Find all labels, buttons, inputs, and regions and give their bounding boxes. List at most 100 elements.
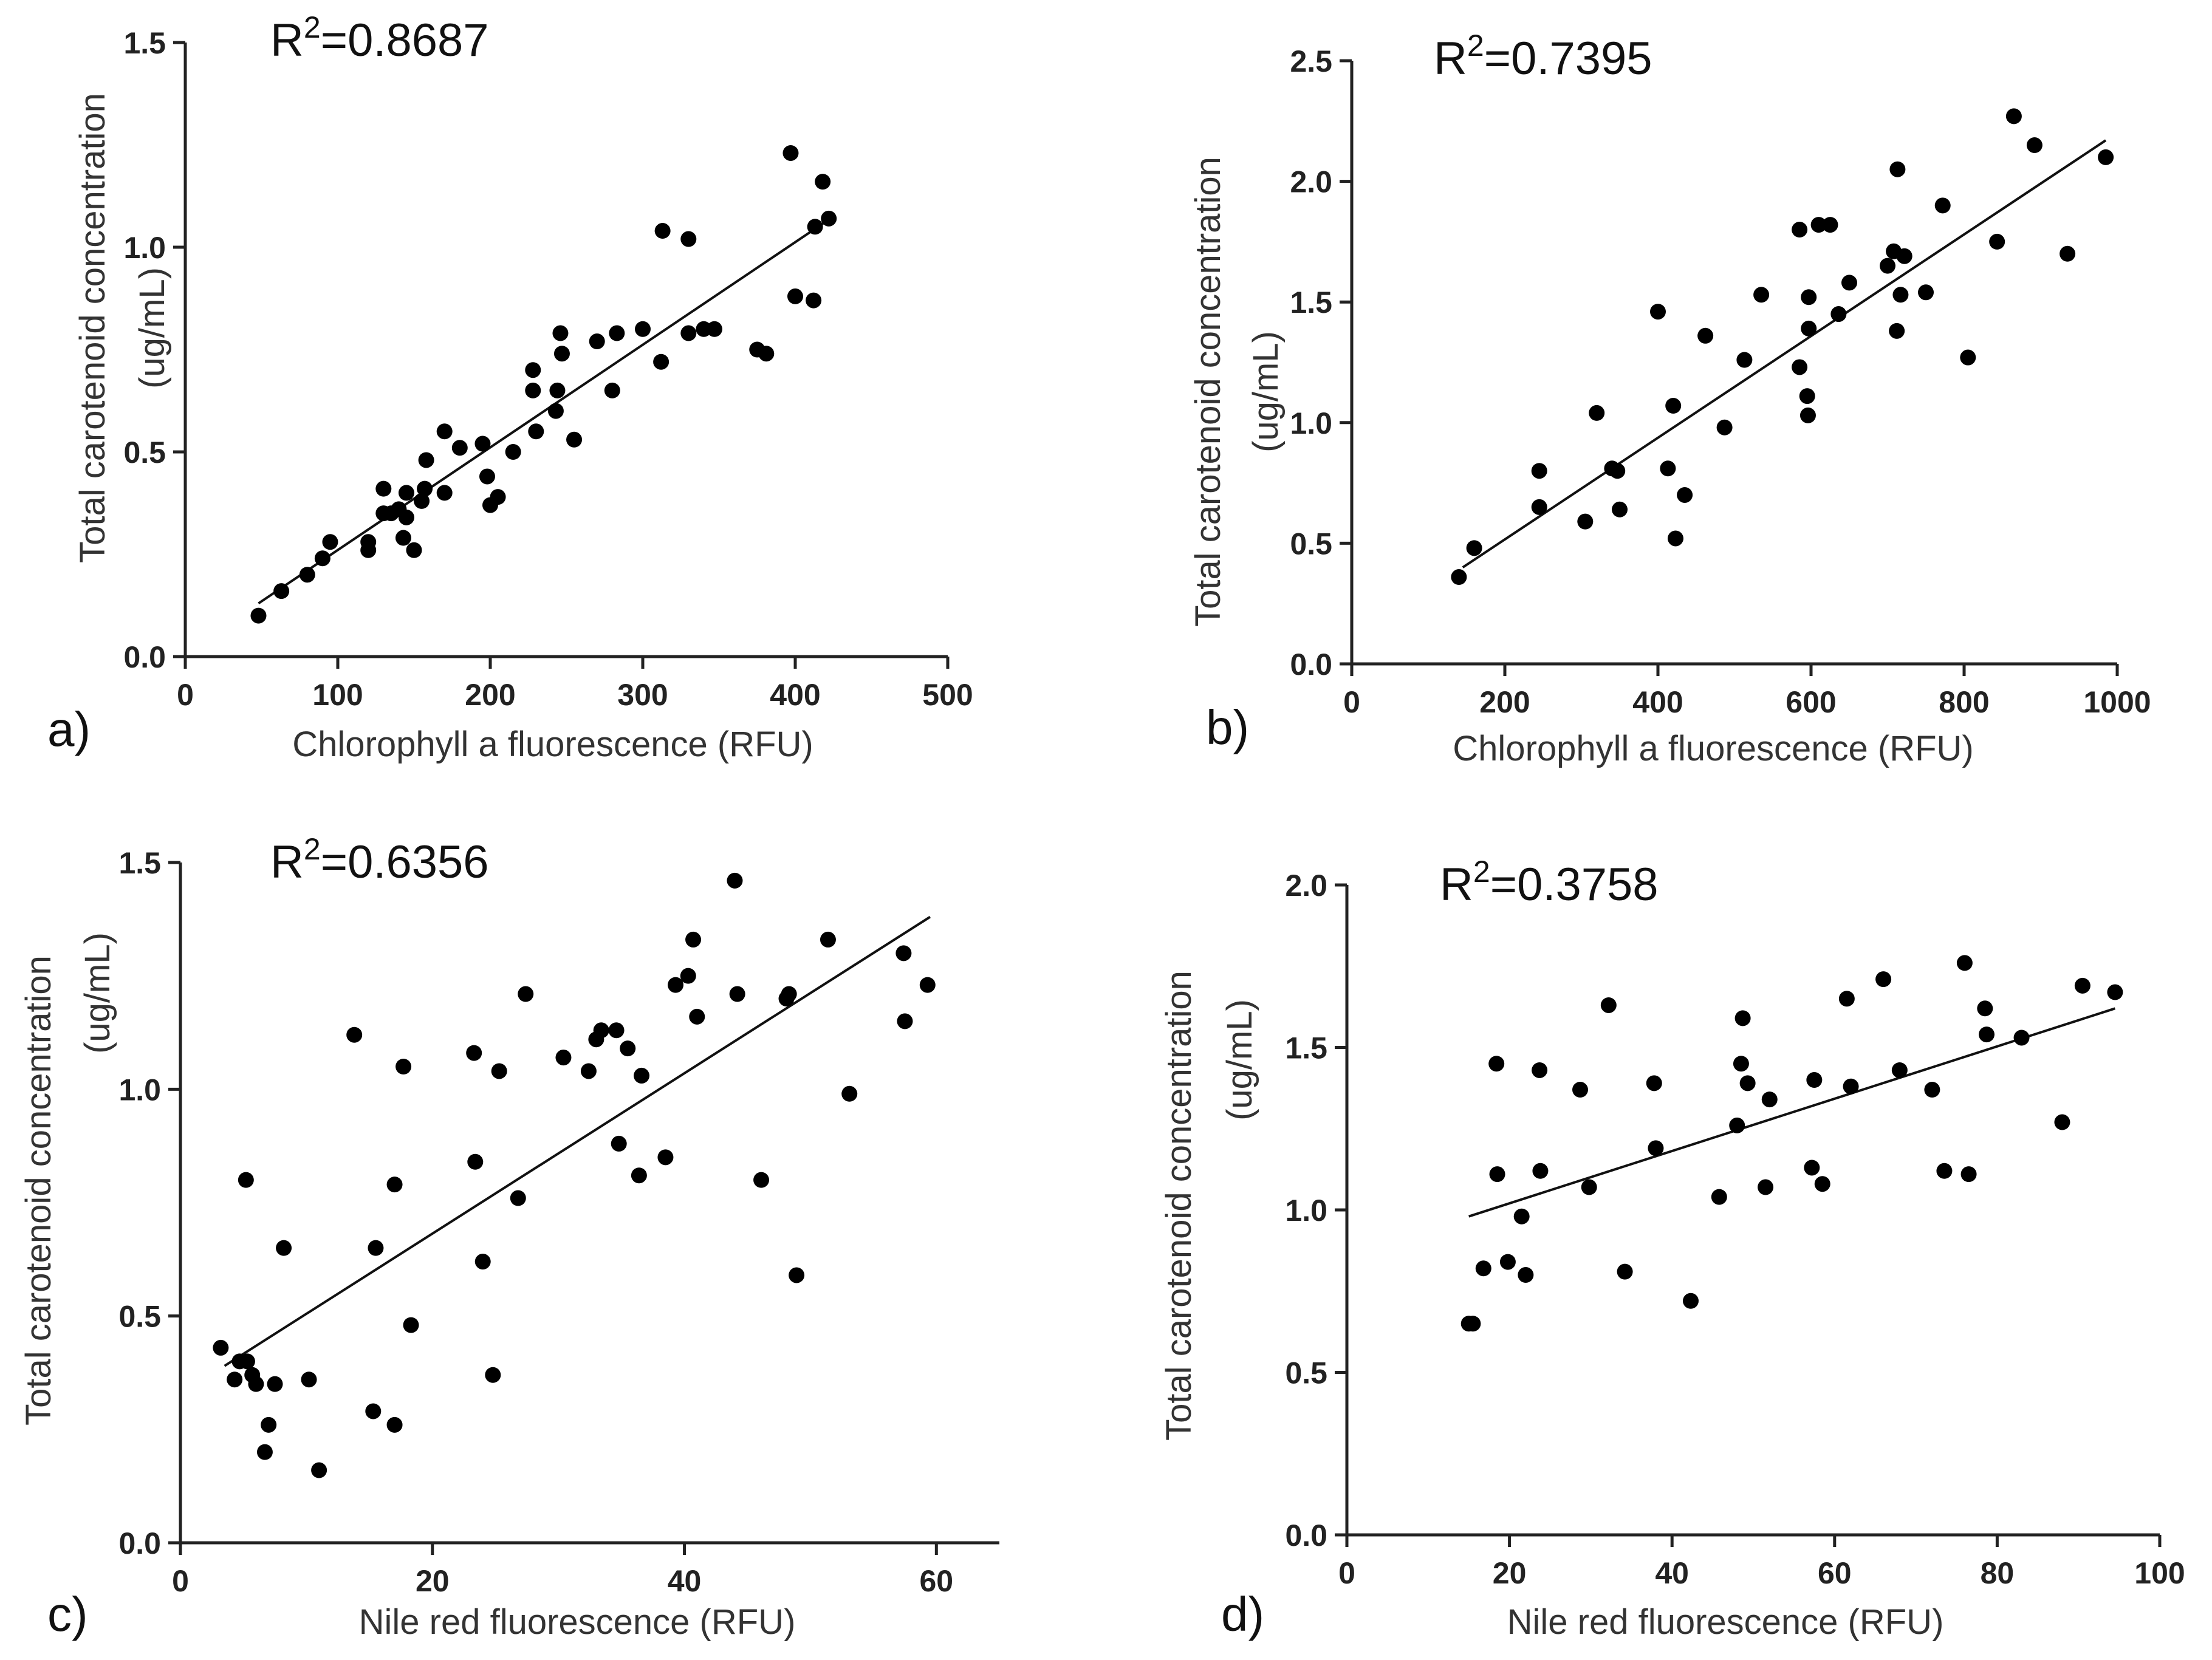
data-point-a <box>635 321 651 337</box>
plot-area-c: 0 20 40 60 0.0 0.5 1.0 1.5 <box>118 846 999 1598</box>
panel-d: R2=0.3758 Total carotenoid concentration… <box>1159 855 2185 1642</box>
x-tick-label-c: 40 <box>668 1564 702 1598</box>
x-tick-label-d: 80 <box>1981 1556 2015 1590</box>
data-point-d <box>1814 1176 1830 1192</box>
data-point-b <box>1889 161 1906 177</box>
data-point-d <box>1761 1091 1778 1108</box>
data-point-c <box>593 1022 609 1039</box>
data-point-c <box>474 1254 491 1270</box>
data-point-d <box>1891 1062 1908 1078</box>
data-point-c <box>841 1085 858 1102</box>
y-axis-unit-a: (ug/mL) <box>132 267 172 389</box>
data-point-a <box>549 382 566 398</box>
data-point-b <box>1841 275 1857 291</box>
data-point-b <box>1650 304 1666 320</box>
data-point-b <box>1451 569 1467 586</box>
data-point-d <box>1475 1260 1491 1277</box>
data-point-d <box>1600 997 1617 1013</box>
data-point-c <box>485 1367 501 1383</box>
y-tick-label-b: 1.5 <box>1290 285 1332 319</box>
data-point-d <box>1648 1140 1664 1156</box>
y-axis-title-c: Total carotenoid concentration <box>19 955 58 1426</box>
data-point-a <box>418 452 434 468</box>
data-point-d <box>1956 955 1973 971</box>
data-point-c <box>668 977 684 993</box>
data-point-c <box>820 931 836 948</box>
data-point-c <box>555 1050 572 1066</box>
data-point-b <box>1799 407 1816 423</box>
data-point-a <box>479 468 495 485</box>
x-axis-title-b: Chlorophyll a fluorescence (RFU) <box>1453 729 1973 768</box>
y-axis-unit-c: (ug/mL) <box>78 932 117 1054</box>
data-point-a <box>474 435 491 452</box>
data-point-c <box>311 1462 327 1478</box>
data-point-d <box>1682 1293 1699 1309</box>
data-point-c <box>611 1135 627 1152</box>
data-point-a <box>299 567 315 583</box>
data-point-a <box>787 288 803 304</box>
data-point-c <box>239 1353 255 1370</box>
y-tick-label-d: 0.5 <box>1285 1356 1327 1390</box>
y-axis-title-a: Total carotenoid concentration <box>73 93 112 563</box>
data-point-a <box>375 480 392 497</box>
data-point-c <box>395 1059 412 1074</box>
data-point-a <box>525 362 541 378</box>
data-point-c <box>386 1416 403 1433</box>
data-point-b <box>1577 513 1594 530</box>
data-point-d <box>1979 1026 1995 1043</box>
data-point-a <box>525 382 541 398</box>
data-point-b <box>1609 463 1626 479</box>
data-point-b <box>1801 289 1817 306</box>
data-point-a <box>436 423 453 440</box>
panel-label-a: a) <box>47 702 91 756</box>
data-point-a <box>552 325 569 341</box>
data-point-b <box>1989 233 2005 250</box>
y-tick-label-a: 0.0 <box>123 640 166 674</box>
data-point-b <box>1677 487 1693 503</box>
data-point-b <box>1810 217 1827 233</box>
plot-area-a: 0 100 200 300 400 500 0.0 0.5 1.0 1.5 <box>123 26 973 712</box>
data-point-c <box>256 1444 273 1460</box>
data-point-c <box>680 968 696 984</box>
y-tick-label-b: 0.0 <box>1290 647 1332 681</box>
data-point-d <box>1875 971 1892 988</box>
x-axis-title-a: Chlorophyll a fluorescence (RFU) <box>292 725 813 764</box>
y-tick-label-d: 0.0 <box>1285 1518 1327 1552</box>
data-point-b <box>1667 530 1683 547</box>
x-tick-label-a: 100 <box>312 678 363 712</box>
data-point-a <box>653 354 669 370</box>
x-tick-label-b: 600 <box>1786 685 1836 719</box>
data-point-b <box>1531 463 1547 479</box>
data-point-a <box>417 480 433 497</box>
data-point-a <box>609 325 625 341</box>
data-point-b <box>1589 405 1605 421</box>
y-tick-label-c: 0.5 <box>118 1300 161 1334</box>
regression-line-d <box>1468 1007 2116 1218</box>
plot-area-b: 0 200 400 600 800 1000 0.0 0.5 1.0 1.5 2.0 2.5 <box>1290 44 2151 719</box>
data-point-c <box>518 986 534 1002</box>
data-point-b <box>1934 197 1951 214</box>
x-tick-label-c: 20 <box>416 1564 450 1598</box>
data-point-b <box>1665 397 1682 414</box>
panel-label-c: c) <box>47 1587 88 1641</box>
x-tick-label-b: 400 <box>1632 685 1683 719</box>
x-tick-label-c: 0 <box>172 1564 189 1598</box>
y-tick-label-c: 1.5 <box>118 846 161 880</box>
data-point-a <box>314 550 330 567</box>
x-tick-label-c: 60 <box>919 1564 953 1598</box>
data-point-c <box>276 1240 292 1256</box>
x-tick-label-d: 100 <box>2134 1556 2185 1590</box>
x-tick-label-b: 200 <box>1479 685 1530 719</box>
data-point-d <box>1617 1263 1633 1280</box>
data-point-b <box>1697 327 1714 344</box>
data-point-c <box>466 1045 482 1061</box>
data-point-a <box>451 440 468 456</box>
data-point-d <box>1465 1316 1481 1332</box>
data-point-c <box>368 1240 384 1256</box>
x-tick-label-b: 1000 <box>2083 685 2151 719</box>
data-point-c <box>895 945 912 962</box>
data-point-a <box>395 530 411 546</box>
x-tick-label-b: 800 <box>1939 685 1989 719</box>
data-point-b <box>1880 258 1895 274</box>
